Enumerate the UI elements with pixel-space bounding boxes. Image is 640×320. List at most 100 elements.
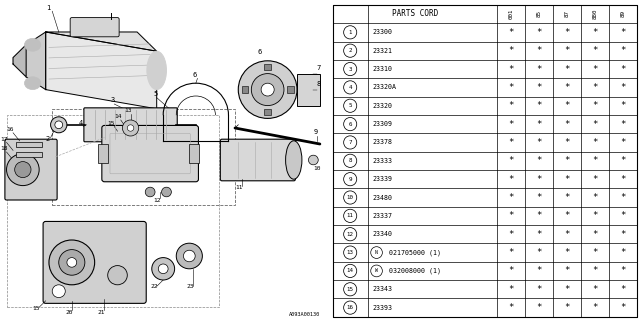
Text: 23340: 23340 — [372, 231, 392, 237]
Text: 16: 16 — [6, 127, 14, 132]
Circle shape — [49, 240, 95, 285]
Circle shape — [252, 74, 284, 106]
Text: *: * — [508, 120, 514, 129]
Text: *: * — [536, 120, 541, 129]
Text: *: * — [592, 120, 598, 129]
Text: *: * — [508, 248, 514, 257]
Text: *: * — [592, 211, 598, 220]
Text: *: * — [620, 175, 625, 184]
Text: *: * — [620, 28, 625, 37]
Circle shape — [6, 154, 39, 186]
Text: *: * — [564, 211, 570, 220]
Text: *: * — [536, 303, 541, 312]
Text: *: * — [564, 303, 570, 312]
Text: *: * — [620, 230, 625, 239]
Text: *: * — [536, 193, 541, 202]
Bar — [287, 86, 294, 93]
Circle shape — [59, 250, 85, 275]
Circle shape — [344, 283, 356, 296]
Circle shape — [15, 162, 31, 178]
Text: N: N — [375, 250, 378, 255]
Text: 11: 11 — [347, 213, 354, 218]
Text: 6: 6 — [348, 122, 352, 127]
Text: *: * — [508, 303, 514, 312]
Circle shape — [344, 62, 356, 76]
Text: *: * — [536, 65, 541, 74]
Text: 87: 87 — [564, 11, 570, 18]
Text: 4: 4 — [78, 120, 83, 126]
Text: PARTS CORD: PARTS CORD — [392, 10, 438, 19]
Text: 001: 001 — [508, 9, 513, 19]
Text: *: * — [564, 175, 570, 184]
Circle shape — [261, 83, 274, 96]
Bar — [297, 74, 320, 106]
Text: 17: 17 — [0, 137, 8, 142]
Text: 23480: 23480 — [372, 195, 392, 201]
Text: 14: 14 — [347, 268, 354, 273]
Circle shape — [122, 120, 139, 136]
Text: *: * — [536, 46, 541, 55]
Circle shape — [184, 250, 195, 262]
Bar — [264, 64, 271, 70]
Ellipse shape — [24, 77, 41, 90]
Text: 12: 12 — [154, 197, 161, 203]
Ellipse shape — [147, 51, 166, 90]
Text: *: * — [592, 28, 598, 37]
Text: 21: 21 — [98, 310, 106, 315]
Text: *: * — [508, 156, 514, 165]
Text: *: * — [536, 101, 541, 110]
Text: 6: 6 — [258, 49, 262, 55]
Text: *: * — [536, 83, 541, 92]
FancyBboxPatch shape — [220, 139, 296, 181]
Text: 14: 14 — [114, 114, 122, 119]
Text: 880: 880 — [593, 9, 597, 19]
Text: *: * — [564, 28, 570, 37]
Circle shape — [344, 264, 356, 277]
Text: *: * — [564, 83, 570, 92]
Circle shape — [238, 61, 297, 118]
Bar — [264, 109, 271, 115]
Text: *: * — [620, 120, 625, 129]
Text: 9: 9 — [314, 129, 317, 135]
Text: *: * — [508, 65, 514, 74]
Text: 5: 5 — [348, 103, 352, 108]
Circle shape — [127, 125, 134, 131]
Text: 16: 16 — [347, 305, 354, 310]
Circle shape — [344, 209, 356, 222]
Text: *: * — [620, 65, 625, 74]
Text: 032008000 (1): 032008000 (1) — [388, 268, 440, 274]
Text: *: * — [592, 101, 598, 110]
Text: *: * — [564, 248, 570, 257]
Bar — [6, 115, 219, 307]
Text: 1: 1 — [45, 4, 50, 11]
Circle shape — [51, 117, 67, 133]
Text: 23333: 23333 — [372, 158, 392, 164]
Text: *: * — [508, 285, 514, 294]
Text: 22: 22 — [150, 284, 157, 289]
Text: *: * — [592, 248, 598, 257]
Text: 23310: 23310 — [372, 66, 392, 72]
Text: *: * — [536, 28, 541, 37]
Text: *: * — [592, 230, 598, 239]
Text: *: * — [620, 156, 625, 165]
Text: *: * — [620, 46, 625, 55]
Circle shape — [152, 258, 175, 280]
Text: *: * — [564, 120, 570, 129]
Text: 1: 1 — [348, 30, 352, 35]
Text: *: * — [592, 65, 598, 74]
Circle shape — [344, 172, 356, 186]
Bar — [241, 86, 248, 93]
Circle shape — [67, 258, 77, 267]
Text: 021705000 (1): 021705000 (1) — [388, 249, 440, 256]
Text: *: * — [564, 156, 570, 165]
Text: *: * — [564, 46, 570, 55]
Ellipse shape — [24, 38, 41, 51]
Circle shape — [161, 187, 172, 197]
Polygon shape — [45, 32, 157, 51]
Circle shape — [158, 264, 168, 274]
Text: 11: 11 — [235, 185, 243, 190]
Text: *: * — [508, 230, 514, 239]
Text: *: * — [508, 101, 514, 110]
Circle shape — [344, 99, 356, 112]
Circle shape — [52, 285, 65, 298]
